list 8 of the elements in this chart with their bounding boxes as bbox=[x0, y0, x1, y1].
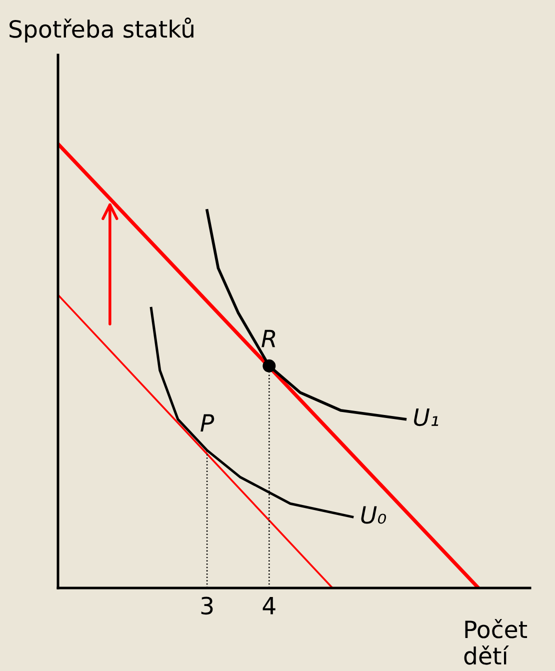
y-axis-title: Spotřeba statků bbox=[10, 18, 194, 42]
x-axis-title: Počet dětí bbox=[464, 619, 528, 665]
annotation: P bbox=[200, 414, 214, 432]
series-label: U₁ bbox=[414, 408, 438, 426]
series-label: U₀ bbox=[361, 506, 386, 524]
x-tick-label: 3 bbox=[201, 596, 213, 615]
annotation: R bbox=[262, 330, 276, 348]
x-tick-label: 4 bbox=[262, 597, 276, 614]
